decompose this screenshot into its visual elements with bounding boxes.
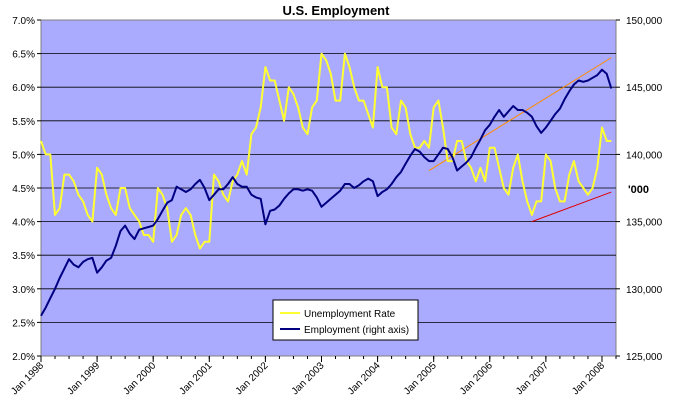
left-axis: 2.0% 2.5% 3.0% 3.5% 4.0% 4.5% 5.0% 5.5% 6.0% 6.5%… [12,16,41,363]
right-tick-label: 150,000 [626,16,663,27]
x-tick-label: Jan 2000 [121,360,158,397]
legend-label-unemployment: Unemployment Rate [304,309,396,320]
trend-line-2 [531,191,612,223]
x-tick-label: Jan 1998 [9,360,46,397]
x-axis: Jan 1998 Jan 1999 Jan 2000 Jan 2001 Jan 2002… [9,356,617,397]
x-tick-label: Jan 2001 [178,360,215,397]
left-tick-label: 2.5% [12,318,35,329]
trend-line-1 [428,57,612,171]
gridlines [41,53,616,323]
x-tick-label: Jan 2005 [402,360,439,397]
left-tick-label: 5.5% [12,117,35,128]
x-tick-label: Jan 2004 [346,360,383,397]
left-tick-label: 7.0% [12,16,35,27]
left-tick-label: 4.0% [12,218,35,229]
chart-title: U.S. Employment [283,3,391,18]
left-tick-label: 6.0% [12,83,35,94]
legend: Unemployment Rate Employment (right axis… [272,299,419,341]
right-tick-label: 145,000 [626,83,663,94]
employment-line [40,68,613,317]
trend-lines [428,57,612,223]
x-tick-label: Jan 2006 [458,360,495,397]
right-axis: 125,000 130,000 135,000 140,000 145,000 150,0… [616,16,663,363]
x-tick-label: Jan 1999 [65,360,102,397]
left-tick-label: 5.0% [12,150,35,161]
left-tick-label: 6.5% [12,50,35,61]
left-tick-label: 4.5% [12,184,35,195]
unemployment-rate-line [40,52,612,250]
left-tick-label: 2.0% [12,352,35,363]
left-tick-label: 3.0% [12,285,35,296]
series-lines [40,52,613,317]
right-tick-label: 135,000 [626,218,663,229]
legend-label-employment: Employment (right axis) [304,325,409,336]
unit-label: '000 [628,184,649,196]
legend-box [272,299,419,341]
right-tick-label: 125,000 [626,352,663,363]
left-tick-label: 3.5% [12,251,35,262]
x-tick-label: Jan 2007 [514,360,551,397]
x-tick-label: Jan 2003 [290,360,327,397]
x-tick-label: Jan 2002 [234,360,271,397]
right-tick-label: 130,000 [626,285,663,296]
right-tick-label: 140,000 [626,150,663,161]
x-tick-label: Jan 2008 [570,360,607,397]
